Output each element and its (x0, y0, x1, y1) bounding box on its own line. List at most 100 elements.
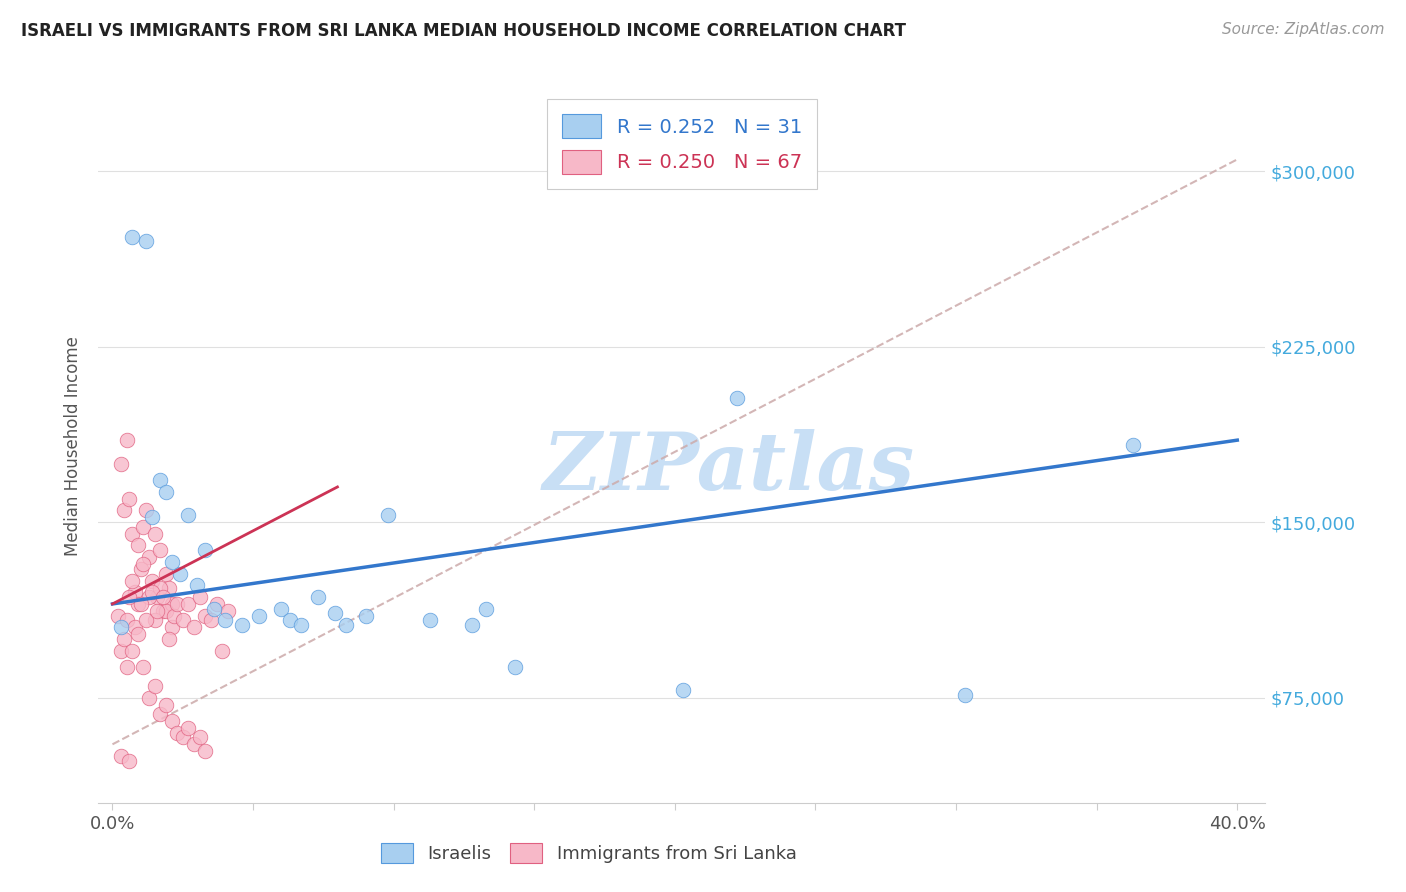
Point (157, 632, 180, 646)
Point (118, 491, 141, 506)
Point (354, 608, 377, 623)
Point (132, 519, 155, 533)
Legend: Israelis, Immigrants from Sri Lanka: Israelis, Immigrants from Sri Lanka (371, 834, 806, 872)
Point (124, 620, 146, 634)
Point (177, 721, 200, 735)
Point (129, 562, 152, 576)
Point (166, 597, 188, 611)
Point (132, 557, 155, 571)
Point (110, 620, 132, 634)
Point (155, 566, 177, 581)
Point (183, 620, 205, 634)
Point (194, 543, 217, 558)
Point (155, 604, 177, 618)
Point (475, 601, 498, 615)
Point (270, 601, 292, 615)
Point (953, 688, 976, 702)
Point (135, 613, 157, 627)
Point (160, 555, 183, 569)
Point (129, 597, 152, 611)
Point (166, 725, 188, 739)
Point (177, 597, 200, 611)
Point (127, 538, 149, 552)
Point (160, 597, 183, 611)
Point (118, 754, 141, 768)
Point (115, 660, 138, 674)
Point (323, 607, 346, 621)
Point (169, 566, 191, 581)
Point (157, 581, 180, 595)
Point (152, 590, 174, 604)
Point (188, 590, 211, 604)
Point (155, 698, 177, 712)
Point (121, 229, 143, 244)
Point (138, 590, 160, 604)
Point (160, 714, 183, 728)
Point (461, 618, 484, 632)
Point (419, 613, 441, 627)
Point (211, 644, 233, 658)
Point (186, 578, 208, 592)
Point (143, 679, 166, 693)
Point (118, 590, 141, 604)
Point (135, 503, 157, 517)
Text: ZIPatlas: ZIPatlas (543, 429, 915, 506)
Point (115, 433, 138, 447)
Point (143, 526, 166, 541)
Point (141, 585, 163, 599)
Point (307, 590, 329, 604)
Point (149, 581, 172, 595)
Point (121, 574, 143, 588)
Point (141, 574, 163, 588)
Point (214, 613, 236, 627)
Point (202, 601, 225, 615)
Point (110, 749, 132, 764)
Point (194, 744, 217, 758)
Point (107, 608, 129, 623)
Point (124, 585, 146, 599)
Point (278, 613, 301, 627)
Point (247, 608, 270, 623)
Point (205, 597, 228, 611)
Point (194, 608, 217, 623)
Point (725, 391, 748, 405)
Point (149, 543, 172, 558)
Point (177, 508, 200, 522)
Point (188, 731, 211, 745)
Point (121, 526, 143, 541)
Point (112, 632, 135, 646)
Point (149, 473, 172, 487)
Y-axis label: Median Household Income: Median Household Income (63, 336, 82, 556)
Point (155, 484, 177, 499)
Point (121, 644, 143, 658)
Point (135, 234, 157, 248)
Point (132, 660, 155, 674)
Point (127, 597, 149, 611)
Point (1122, 438, 1144, 452)
Point (115, 613, 138, 627)
Point (217, 604, 239, 618)
Point (149, 706, 172, 721)
Point (138, 550, 160, 565)
Point (335, 618, 357, 632)
Point (172, 613, 194, 627)
Point (143, 613, 166, 627)
Point (112, 503, 135, 517)
Point (183, 737, 205, 751)
Text: Source: ZipAtlas.com: Source: ZipAtlas.com (1222, 22, 1385, 37)
Point (163, 608, 186, 623)
Point (141, 510, 163, 524)
Point (503, 660, 526, 674)
Point (152, 604, 174, 618)
Point (672, 683, 695, 698)
Point (200, 613, 222, 627)
Point (290, 618, 312, 632)
Point (110, 644, 132, 658)
Point (146, 604, 169, 618)
Point (146, 590, 169, 604)
Point (138, 690, 160, 705)
Point (160, 620, 183, 634)
Point (127, 627, 149, 641)
Text: ISRAELI VS IMMIGRANTS FROM SRI LANKA MEDIAN HOUSEHOLD INCOME CORRELATION CHART: ISRAELI VS IMMIGRANTS FROM SRI LANKA MED… (21, 22, 905, 40)
Point (172, 731, 194, 745)
